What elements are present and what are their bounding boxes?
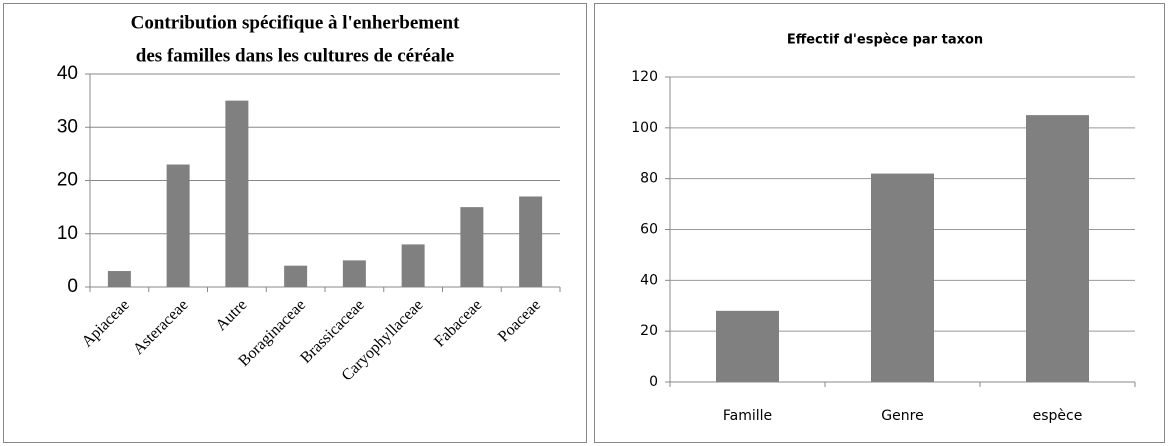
chart-frame: [3, 3, 587, 443]
y-tick-label: 40: [640, 272, 658, 288]
x-tick-label: Genre: [881, 408, 923, 424]
y-tick-label: 30: [57, 116, 78, 137]
bar: [166, 164, 190, 287]
bar: [107, 271, 131, 287]
y-tick-label: 40: [57, 63, 78, 84]
bar: [284, 265, 308, 287]
y-tick-label: 20: [640, 323, 658, 339]
bar: [871, 173, 934, 382]
bar: [460, 207, 484, 287]
y-tick-label: 0: [67, 276, 78, 297]
x-tick-label: espèce: [1033, 408, 1083, 424]
y-tick-label: 0: [649, 374, 658, 390]
bar: [225, 100, 249, 287]
y-tick-label: 80: [640, 171, 658, 187]
bar: [401, 244, 425, 287]
y-tick-label: 100: [631, 120, 658, 136]
chart-title: Effectif d'espèce par taxon: [787, 33, 983, 48]
y-tick-label: 10: [57, 223, 78, 244]
chart-title: des familles dans les cultures de céréal…: [136, 45, 454, 66]
bar: [716, 310, 779, 382]
chart-title: Contribution spécifique à l'enherbement: [131, 12, 460, 33]
x-tick-label: Famille: [723, 408, 772, 424]
bar: [342, 260, 366, 287]
y-tick-label: 20: [57, 170, 78, 191]
y-tick-label: 120: [631, 69, 658, 85]
y-tick-label: 60: [640, 222, 658, 238]
bar: [519, 196, 543, 287]
bar: [1026, 115, 1089, 382]
